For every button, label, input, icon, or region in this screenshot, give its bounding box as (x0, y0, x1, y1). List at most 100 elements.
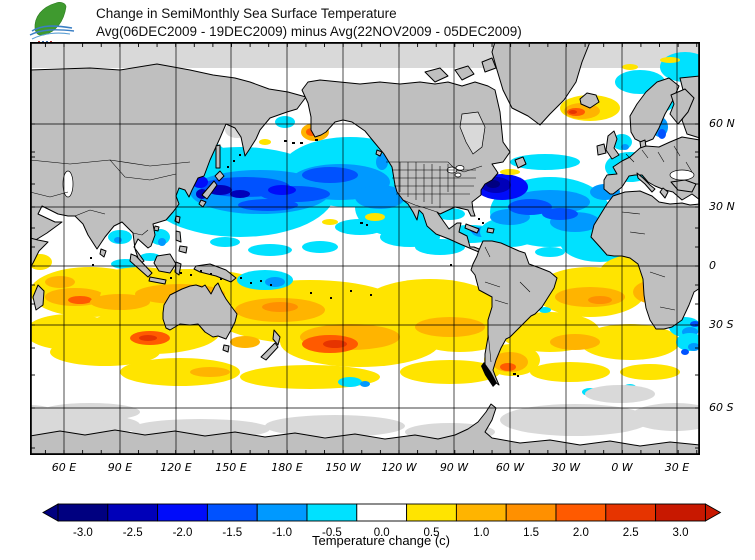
figure-title: Change in SemiMonthly Sea Surface Temper… (96, 6, 397, 21)
africa (590, 190, 700, 330)
ireland (596, 143, 607, 156)
colorbar-tick-label: -2.5 (123, 527, 143, 539)
sst-anomaly-map (30, 42, 700, 455)
colorbar-segment (356, 503, 408, 522)
sakhalin (215, 144, 221, 169)
japan-hokkaido (214, 170, 225, 182)
colorbar-tick-label: -0.5 (322, 527, 342, 539)
lon-tick-label: 120 W (381, 461, 417, 474)
borneo (153, 253, 177, 274)
map-frame (30, 42, 700, 455)
great-lakes-3 (454, 172, 462, 178)
colorbar-segment (406, 503, 457, 522)
anomaly-layer (30, 52, 700, 396)
lat-tick-label: 30 N (709, 200, 735, 213)
colorbar-tick-label: 1.5 (523, 527, 539, 539)
lon-tick-label: 120 E (160, 461, 192, 474)
land-layer (30, 42, 700, 455)
lon-tick-label: 90 E (107, 461, 133, 474)
colorbar-tick-label: 3.0 (673, 527, 689, 539)
logo-wave-3 (31, 32, 71, 40)
black-sea (669, 169, 695, 181)
caspian-sea (62, 170, 74, 198)
great-britain (605, 130, 620, 160)
colorbar: -3.0 -2.5 -2.0 -1.5 -1.0 -0.5 0.0 0.5 1.0 1.5 2.0 2… (42, 503, 722, 539)
finland (669, 88, 695, 125)
colorbar-caption: Temperature change (c) (311, 533, 451, 548)
chile-fjords (481, 362, 497, 387)
colorbar-segment (555, 503, 607, 522)
colorbar-tick-label: 1.0 (473, 527, 489, 539)
arctic-nodata-band (30, 42, 700, 68)
lat-tick-label: 60 S (709, 401, 734, 414)
lon-tick-label: 180 E (271, 461, 303, 474)
title-block: Change in SemiMonthly Sea Surface Temper… (96, 5, 522, 41)
logo-wave-1 (31, 25, 73, 32)
antarctica (30, 403, 700, 455)
baffin-island (454, 65, 475, 81)
colorbar-segment (157, 503, 208, 522)
lon-tick-label: 150 W (325, 461, 361, 474)
lon-tick-label: 150 E (215, 461, 247, 474)
colorbar-segment (505, 503, 557, 522)
iceland (579, 92, 600, 109)
new-zealand-south (260, 342, 279, 361)
java (148, 276, 167, 285)
greenland (491, 42, 591, 126)
colorbar-tick-label: 2.0 (573, 527, 589, 539)
hispaniola (486, 227, 495, 234)
colorbar-tick-label: -2.0 (173, 527, 193, 539)
hudson-bay (459, 111, 486, 155)
island-speckles (90, 139, 519, 387)
colorbar-tick-label: -1.0 (272, 527, 292, 539)
figure-subtitle: Avg(06DEC2009 - 19DEC2009) minus Avg(22N… (96, 24, 522, 39)
lat-tick-label: 0 (709, 259, 716, 272)
colorbar-segment (206, 503, 258, 522)
colorbar-segment (57, 503, 109, 522)
colorbar-tick-label: -3.0 (73, 527, 93, 539)
colorbar-tick-label: -1.5 (222, 527, 242, 539)
colorbar-segment (455, 503, 507, 522)
water-bodies-layer (62, 111, 695, 198)
sulawesi (174, 261, 182, 276)
newfoundland (514, 156, 527, 169)
borders-layer (30, 145, 693, 363)
new-zealand-north (272, 329, 281, 346)
lon-tick-label: 30 W (551, 461, 581, 474)
italy (636, 172, 656, 193)
colorbar-segment (605, 503, 657, 522)
south-america (470, 240, 558, 386)
lat-tick-label: 60 N (709, 117, 735, 130)
philippines-mindanao (178, 245, 188, 254)
colorbar-tick-label: 2.5 (623, 527, 639, 539)
greece (659, 187, 669, 199)
hainan (153, 225, 160, 232)
tasmania (222, 344, 230, 353)
agency-logo (29, 2, 75, 45)
colorbar-segment (256, 503, 308, 522)
colorbar-segment (107, 503, 159, 522)
north-america (301, 79, 511, 253)
sri-lanka (99, 248, 107, 258)
lat-tick-label: 30 S (709, 318, 734, 331)
cuba (464, 223, 480, 234)
lon-tick-label: 60 E (51, 461, 77, 474)
lon-tick-label: 0 W (611, 461, 633, 474)
japan-honshu (201, 180, 218, 200)
sumatra (129, 253, 153, 278)
logo-wave-2 (29, 29, 75, 36)
vancouver-island (375, 149, 383, 157)
lon-tick-label: 30 E (664, 461, 690, 474)
madagascar (32, 284, 45, 311)
lon-tick-label: 60 W (495, 461, 525, 474)
victoria-island (424, 67, 449, 83)
africa-horn-sliver (30, 237, 49, 269)
graticule (30, 42, 700, 455)
colorbar-tick-label: 0.0 (374, 527, 390, 539)
philippines-luzon (175, 230, 182, 243)
colorbar-segment (306, 503, 358, 522)
colorbar-segment (655, 503, 706, 522)
lon-tick-label: 90 W (439, 461, 469, 474)
colorbar-tick-label: 0.5 (424, 527, 440, 539)
